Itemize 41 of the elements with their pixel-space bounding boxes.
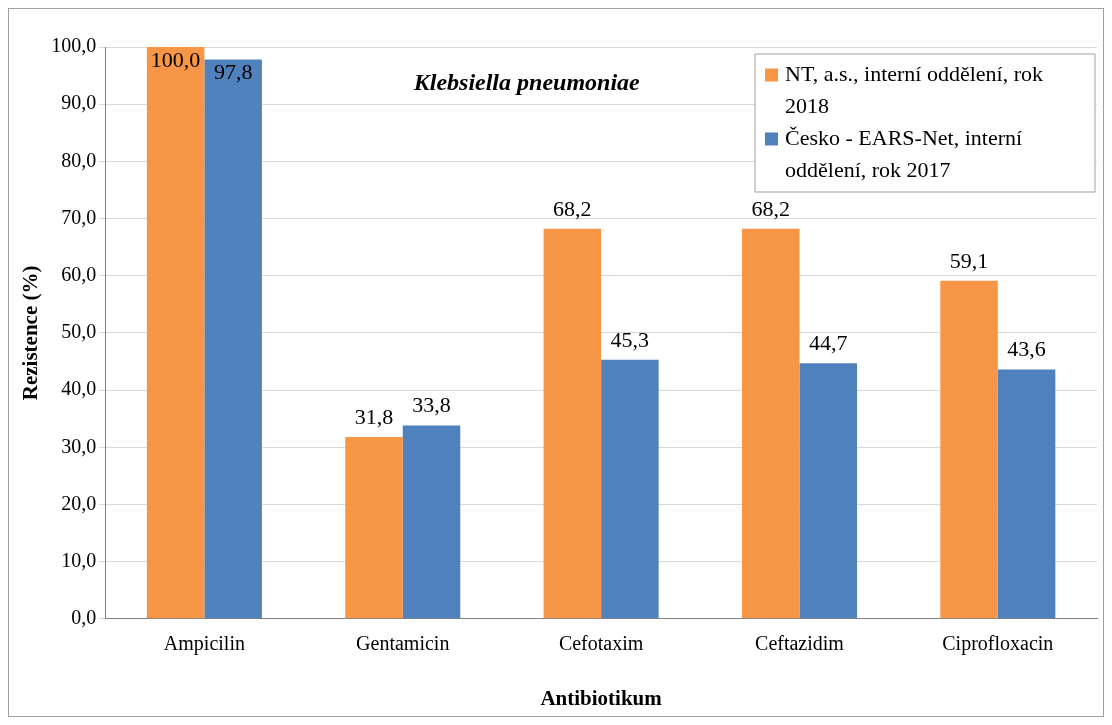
bar [940, 280, 998, 619]
x-tick-label: Ceftazidim [755, 632, 845, 655]
legend-label: NT, a.s., interní oddělení, rok 2018 [785, 60, 1044, 118]
y-tick-label: 100,0 [51, 34, 97, 57]
y-tick-label: 20,0 [61, 491, 97, 514]
x-tick-label: Cefotaxim [558, 632, 644, 655]
bar [345, 436, 403, 619]
x-tick-label: Ciprofloxacin [942, 632, 1054, 656]
y-tick-label: 40,0 [61, 377, 97, 400]
y-axis-title: Rezistence (%) [18, 265, 43, 401]
y-tick-label: 30,0 [61, 434, 97, 457]
x-axis-title: Antibiotikum [540, 685, 663, 710]
data-label: 33,8 [412, 392, 451, 418]
x-tick-label: Gentamicin [356, 632, 450, 655]
bar [997, 369, 1056, 619]
y-tick-label: 70,0 [61, 205, 97, 228]
bar [204, 59, 262, 619]
data-label: 59,1 [949, 247, 989, 273]
data-label: 43,6 [1007, 336, 1046, 362]
y-tick-label: 10,0 [61, 548, 97, 571]
data-label: 100,0 [150, 46, 201, 72]
x-tick-label: Ampicilin [163, 632, 245, 656]
data-label: 44,7 [808, 329, 848, 355]
data-label: 68,2 [751, 195, 790, 221]
y-tick-label: 0,0 [71, 606, 97, 629]
bar [146, 47, 205, 619]
data-label: 31,8 [354, 403, 394, 429]
bar [601, 359, 659, 619]
y-tick-label: 60,0 [61, 262, 97, 285]
data-label: 68,2 [553, 195, 592, 221]
y-tick-label: 80,0 [61, 148, 97, 171]
text: Klebsiella pneumoniae [412, 69, 641, 96]
data-label: 97,8 [213, 59, 253, 85]
data-label: 45,3 [610, 326, 650, 352]
bar [543, 228, 602, 619]
bar [741, 228, 800, 619]
y-tick-label: 90,0 [61, 91, 97, 114]
bar [402, 425, 461, 619]
bar [799, 363, 857, 619]
legend-label: Česko - EARS-Net, interní oddělení, rok 2017 [785, 124, 1023, 182]
y-tick-label: 50,0 [61, 320, 97, 343]
